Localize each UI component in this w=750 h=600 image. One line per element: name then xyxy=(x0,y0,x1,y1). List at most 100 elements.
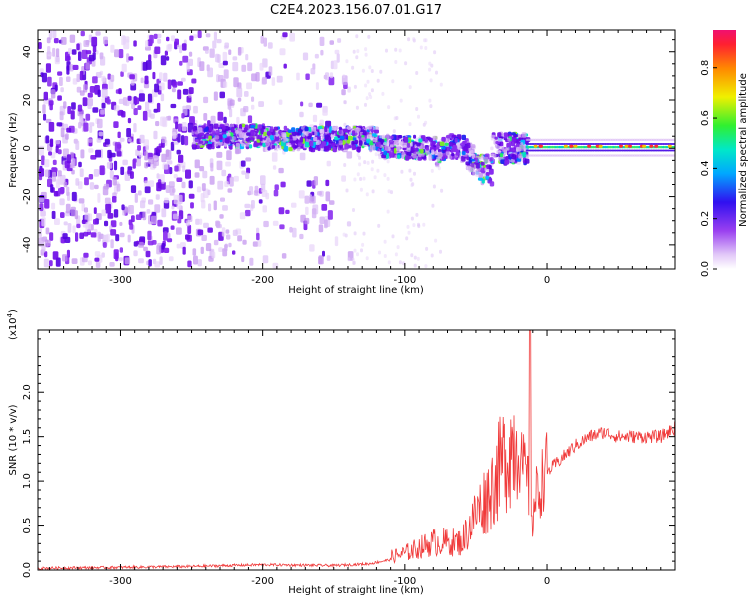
spectrogram-cell xyxy=(241,142,245,147)
spectrogram-cell xyxy=(151,215,157,224)
spectrogram-cell xyxy=(166,36,170,42)
spectrogram-cell xyxy=(178,154,184,163)
spectrogram-cell xyxy=(387,105,391,110)
spectrogram-cell xyxy=(119,137,125,142)
snr-series-line xyxy=(37,329,675,571)
spectrogram-cell xyxy=(213,31,217,41)
spectrogram-cell xyxy=(89,86,95,93)
spectrogram-cell xyxy=(137,105,142,110)
spectrogram-cell xyxy=(216,151,223,158)
spectrogram-cell xyxy=(355,55,359,60)
spectrogram-cell xyxy=(406,150,412,156)
spectrogram-cell xyxy=(210,162,214,172)
spectrogram-cell xyxy=(83,231,89,237)
spectrogram-cell xyxy=(76,223,81,229)
spectrogram-cell xyxy=(161,208,167,218)
spectrogram-cell xyxy=(507,137,511,142)
spectrogram-cell xyxy=(187,224,192,234)
spectrogram-cell xyxy=(399,98,403,103)
spectrogram-cell xyxy=(53,38,59,44)
spectrogram-cell xyxy=(192,248,197,256)
spectrogram-cell xyxy=(499,153,504,158)
spectrogram-cell xyxy=(500,159,506,164)
spectrogram-cell xyxy=(213,91,218,101)
spectrogram-cell xyxy=(341,89,346,96)
spectrogram-cell xyxy=(46,37,51,44)
spectrogram-cell xyxy=(57,95,62,101)
spectrogram-cell xyxy=(245,54,249,61)
spectrogram-cell xyxy=(66,127,72,133)
spectrogram-cell xyxy=(210,138,215,143)
spectrogram-cell xyxy=(244,124,249,131)
spectrogram-cell xyxy=(154,46,161,54)
spectrogram-cell xyxy=(272,262,279,269)
spectrogram-cell xyxy=(247,62,253,72)
spectrogram-cell xyxy=(235,143,240,149)
spectrogram-cell xyxy=(642,144,647,148)
spectrogram-cell xyxy=(88,148,94,153)
spectrogram-cell xyxy=(176,149,181,155)
spectrogram-cell xyxy=(437,166,441,171)
spectrogram-cell xyxy=(381,148,385,152)
spectrogram-cell xyxy=(47,76,52,87)
spectrogram-cell xyxy=(442,152,446,158)
spectrogram-cell xyxy=(232,61,239,72)
spectrogram-cell xyxy=(366,160,370,165)
spectrogram-cell xyxy=(389,144,394,148)
spectrogram-cell xyxy=(394,47,398,52)
spectrogram-cell xyxy=(308,146,313,152)
spectrogram-cell xyxy=(495,145,500,150)
spectrogram-cell xyxy=(162,163,169,170)
spectrogram-cell xyxy=(159,256,163,265)
spectrogram-cell xyxy=(283,145,289,152)
spectrogram-cell xyxy=(116,150,122,157)
spectrogram-cell xyxy=(472,171,476,176)
spectrogram-cell xyxy=(166,44,172,52)
spectrogram-cell xyxy=(114,142,121,152)
spectrogram-cell xyxy=(267,130,271,136)
spectrogram-cell xyxy=(156,33,162,39)
spectrogram-cell xyxy=(424,138,428,143)
spectrogram-cell xyxy=(99,52,104,60)
spectrogram-cell xyxy=(115,234,120,242)
spectrogram-cell xyxy=(322,250,325,257)
spectrogram-cell xyxy=(170,141,175,151)
spectrogram-cell xyxy=(356,252,359,257)
spectrogram-cell xyxy=(420,143,425,149)
spectrogram-cell xyxy=(334,136,338,141)
spectrogram-cell xyxy=(65,203,71,214)
spectrogram-cell xyxy=(654,144,659,148)
spectrogram-cell xyxy=(156,245,162,255)
spectrogram-cell xyxy=(388,151,394,157)
spectrogram-cell xyxy=(85,222,91,232)
spectrogram-cell xyxy=(87,92,93,98)
spectrogram-cell xyxy=(279,224,285,230)
spectrogram-cell xyxy=(229,99,235,106)
spectrogram-cell xyxy=(236,116,240,125)
spectrogram-cell xyxy=(276,75,283,83)
spectrogram-cell xyxy=(190,202,194,209)
spectrogram-cell xyxy=(327,144,332,151)
spectrogram-cell xyxy=(314,53,319,59)
spectrogram-cell xyxy=(188,51,193,57)
spectrogram-cell xyxy=(407,230,411,235)
spectrogram-cell xyxy=(44,169,50,178)
spectrogram-cell xyxy=(165,149,172,160)
spectrogram-cell xyxy=(176,243,181,249)
spectrogram-cell xyxy=(592,149,595,152)
spectrogram-cell xyxy=(191,78,197,84)
spectrogram-cell xyxy=(271,140,275,145)
spectrogram-cell xyxy=(207,143,212,150)
spectrogram-cell xyxy=(200,246,204,254)
spectrogram-cell xyxy=(494,136,498,140)
spectrogram-cell xyxy=(475,157,479,163)
spectrogram-cell xyxy=(167,79,172,90)
spectrogram-cell xyxy=(470,162,476,168)
spectrogram-x-tick-label: 0 xyxy=(544,275,550,286)
spectrogram-cell xyxy=(129,223,134,230)
spectrogram-cell xyxy=(672,145,675,149)
spectrogram-cell xyxy=(55,257,61,267)
spectrogram-cell xyxy=(296,72,300,81)
spectrogram-cell xyxy=(79,232,84,239)
spectrogram-cell xyxy=(364,52,368,57)
